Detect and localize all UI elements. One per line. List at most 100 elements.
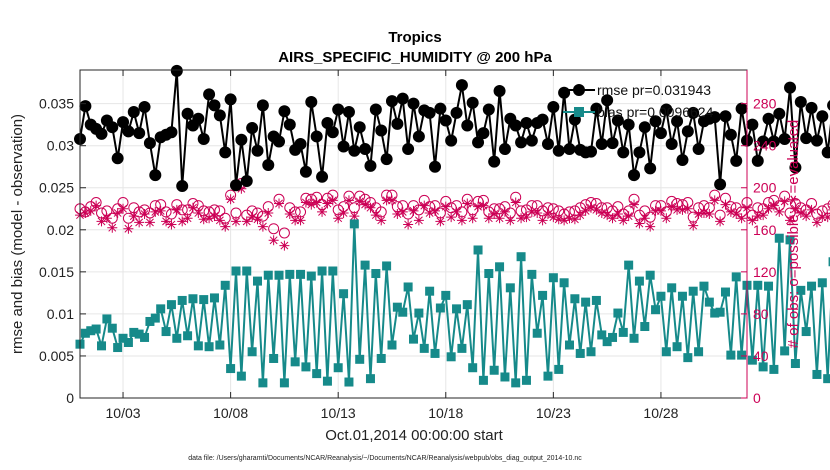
bias-point	[339, 289, 349, 299]
rmse-point	[434, 102, 447, 115]
series-obs-evaluated	[75, 183, 830, 251]
bias-point	[301, 362, 311, 372]
bias-point	[769, 364, 779, 374]
obs-evaluated-point	[204, 213, 215, 224]
y-right-tick-label: 200	[753, 180, 777, 196]
rmse-point	[633, 146, 646, 159]
bias-point	[527, 269, 537, 279]
obs-evaluated-point	[300, 197, 311, 208]
obs-evaluated-point	[96, 216, 107, 227]
bias-point	[656, 291, 666, 301]
y-ticks-right: 0 40 80 120 160 200 240 280	[741, 96, 777, 406]
bias-point	[672, 342, 682, 352]
obs-evaluated-point	[586, 202, 597, 213]
bias-point	[322, 376, 332, 386]
rmse-point	[391, 117, 404, 130]
rmse-point	[455, 79, 468, 92]
rmse-point	[197, 132, 210, 145]
rmse-point	[450, 106, 463, 119]
obs-evaluated-point	[370, 210, 381, 221]
obs-evaluated-point	[725, 206, 736, 217]
rmse-point	[310, 130, 323, 143]
x-axis-label: Oct.01,2014 00:00:00 start	[325, 427, 503, 444]
obs-evaluated-point	[677, 204, 688, 215]
obs-evaluated-point	[483, 213, 494, 224]
rmse-point	[601, 94, 614, 107]
obs-evaluated-point	[698, 207, 709, 218]
rmse-point	[439, 114, 452, 127]
rmse-point	[784, 81, 797, 94]
y-right-tick-label: 80	[753, 306, 769, 322]
obs-evaluated-point	[91, 200, 102, 211]
bias-point	[699, 281, 709, 291]
y-tick-label: 0.005	[39, 348, 74, 364]
bias-point	[392, 302, 402, 312]
rmse-point	[445, 134, 458, 147]
bias-point	[231, 266, 241, 276]
bias-point	[538, 290, 548, 300]
bias-point	[269, 353, 279, 363]
bias-point	[226, 364, 236, 374]
bias-point	[478, 375, 488, 385]
obs-evaluated-point	[381, 195, 392, 206]
rmse-point	[644, 162, 657, 175]
series-bias	[75, 219, 830, 388]
rmse-point	[106, 121, 119, 134]
rmse-point	[278, 105, 291, 118]
rmse-point	[827, 100, 830, 111]
rmse-point	[708, 111, 721, 124]
obs-evaluated-point	[467, 213, 478, 224]
bias-point	[419, 343, 429, 353]
obs-evaluated-point	[559, 215, 570, 226]
bias-point	[140, 332, 150, 342]
bias-point	[166, 300, 176, 310]
bias-point	[317, 266, 327, 276]
bias-point	[785, 235, 795, 245]
obs-evaluated-point	[268, 235, 279, 246]
obs-evaluated-point	[612, 209, 623, 220]
obs-evaluated-point	[510, 197, 521, 208]
bias-point	[296, 269, 306, 279]
obs-evaluated-point	[763, 203, 774, 214]
rmse-point	[805, 101, 818, 114]
bias-point	[134, 329, 144, 339]
bias-point	[457, 343, 467, 353]
obs-evaluated-point	[629, 199, 640, 210]
obs-evaluated-point	[182, 213, 193, 224]
bias-point	[710, 308, 720, 318]
bias-point	[651, 305, 661, 315]
bias-point	[807, 281, 817, 291]
bias-point	[435, 303, 445, 313]
obs-evaluated-point	[752, 211, 763, 222]
bias-point	[726, 350, 736, 360]
rmse-point	[240, 175, 253, 188]
obs-evaluated-point	[413, 215, 424, 226]
obs-evaluated-point	[569, 214, 580, 225]
rmse-point	[794, 95, 807, 108]
rmse-point	[251, 144, 264, 157]
obs-evaluated-point	[774, 206, 785, 217]
rmse-point	[800, 132, 813, 145]
obs-evaluated-point	[128, 211, 139, 222]
obs-evaluated-point	[107, 222, 118, 233]
obs-evaluated-point	[591, 204, 602, 215]
bias-point	[694, 347, 704, 357]
y-axis-label: rmse and bias (model - observation)	[9, 114, 26, 354]
obs-evaluated-point	[322, 198, 333, 209]
rmse-point	[412, 130, 425, 143]
bias-point	[774, 233, 784, 243]
obs-evaluated-point	[817, 212, 828, 223]
bias-point	[586, 347, 596, 357]
rmse-point	[482, 103, 495, 116]
bias-point	[209, 293, 219, 303]
rmse-point	[767, 135, 780, 148]
obs-evaluated-point	[187, 202, 198, 213]
obs-evaluated-point	[123, 223, 134, 234]
bias-point	[817, 278, 827, 288]
legend-bias-label: bias pr=0.0096624	[597, 104, 714, 120]
bias-point	[683, 353, 693, 363]
rmse-point	[611, 114, 624, 127]
bias-point	[306, 271, 316, 281]
bias-point	[107, 323, 117, 333]
